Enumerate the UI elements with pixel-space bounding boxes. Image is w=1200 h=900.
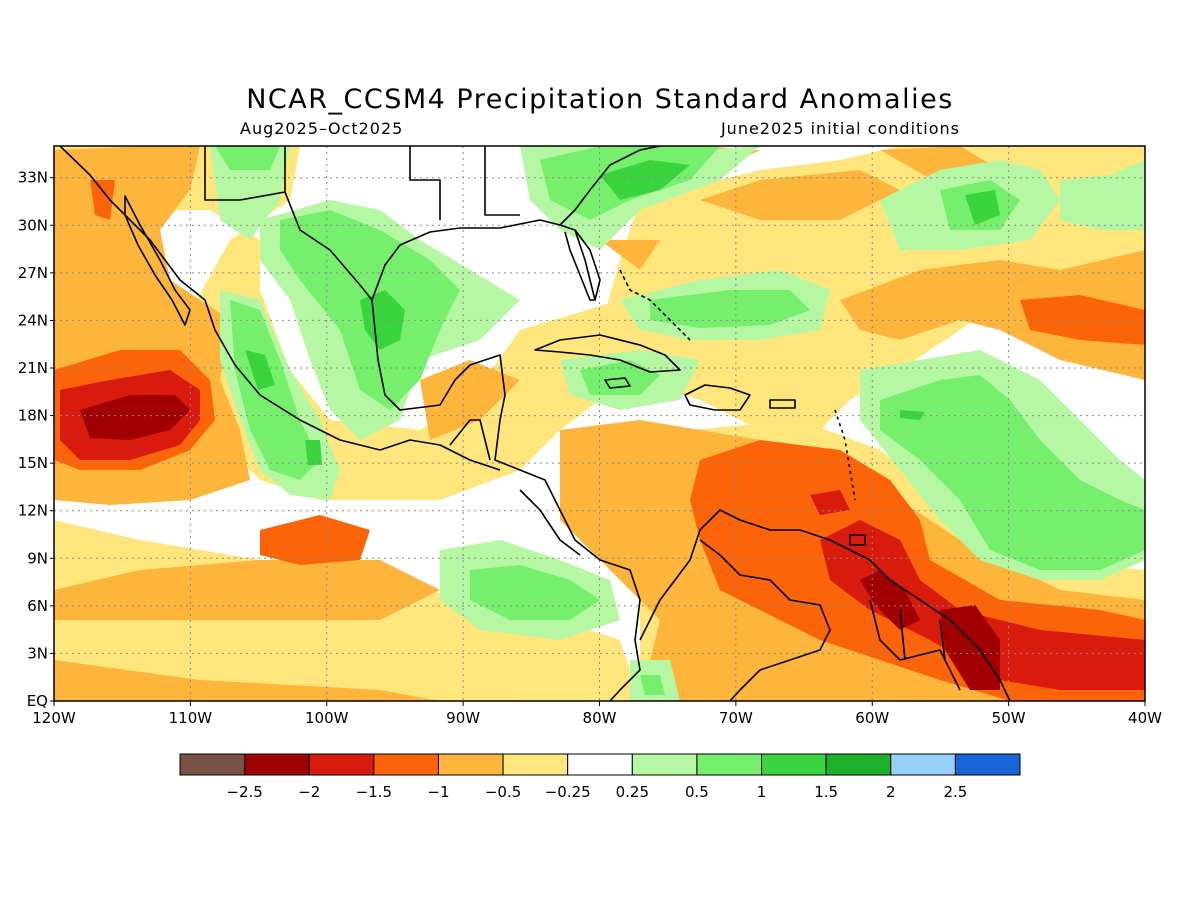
longitude-axis: 120W 110W 100W 90W 80W 70W 60W 50W 40W	[32, 701, 1162, 727]
legend-label: −0.25	[545, 783, 591, 801]
legend-swatch	[502, 753, 569, 776]
legend-label: 1	[757, 783, 767, 801]
lon-tick-label: 70W	[719, 709, 753, 727]
subtitle-initial-conditions: June2025 initial conditions	[720, 119, 960, 138]
legend-label: 1.5	[814, 783, 838, 801]
lon-tick-label: 40W	[1128, 709, 1162, 727]
coastlines-and-borders	[59, 146, 1011, 701]
legend-label: 0.25	[616, 783, 649, 801]
legend-swatch	[825, 753, 892, 776]
subtitle-period: Aug2025–Oct2025	[240, 119, 404, 138]
lon-tick-label: 110W	[169, 709, 213, 727]
latitude-axis: 33N 30N 27N 24N 21N 18N 15N 12N 9N 6N 3N EQ	[18, 169, 54, 710]
legend-swatch	[890, 753, 956, 776]
legend-label: −2	[298, 783, 320, 801]
lat-tick-label: 27N	[18, 264, 48, 282]
lat-tick-label: 9N	[27, 549, 48, 567]
lat-tick-label: 6N	[27, 597, 48, 615]
lon-tick-label: 100W	[305, 709, 349, 727]
lon-tick-label: 50W	[992, 709, 1026, 727]
lat-tick-label: 3N	[27, 644, 48, 662]
lat-tick-label: 18N	[18, 407, 48, 425]
legend-label: −1.5	[356, 783, 392, 801]
lat-tick-label: 21N	[18, 359, 48, 377]
legend-swatch	[179, 753, 246, 776]
legend-swatch	[437, 753, 504, 776]
legend-swatch	[954, 753, 1021, 776]
legend-label: 0.5	[685, 783, 709, 801]
dry-extreme-regions	[80, 395, 1000, 690]
lat-tick-label: 30N	[18, 216, 48, 234]
lat-tick-label: EQ	[27, 692, 48, 710]
legend-label: −2.5	[226, 783, 262, 801]
lat-tick-label: 33N	[18, 169, 48, 187]
legend-swatch	[631, 753, 698, 776]
lat-tick-label: 12N	[18, 502, 48, 520]
legend-swatch	[567, 753, 633, 776]
legend-label: 2	[886, 783, 896, 801]
lat-tick-label: 24N	[18, 311, 48, 329]
lon-tick-label: 80W	[583, 709, 617, 727]
wet-strong-regions	[245, 160, 1000, 465]
anomaly-field	[54, 146, 1145, 701]
lon-tick-label: 120W	[32, 709, 76, 727]
lon-tick-label: 60W	[855, 709, 889, 727]
legend-swatch	[308, 753, 375, 776]
legend-swatch	[696, 753, 763, 776]
legend-swatch	[761, 753, 827, 776]
legend-label: −1	[427, 783, 449, 801]
lon-tick-label: 90W	[446, 709, 480, 727]
legend-label: 2.5	[943, 783, 967, 801]
legend-swatch	[244, 753, 310, 776]
legend-swatch	[373, 753, 439, 776]
legend-label: −0.5	[485, 783, 521, 801]
chart-title: NCAR_CCSM4 Precipitation Standard Anomal…	[246, 84, 954, 115]
lat-tick-label: 15N	[18, 454, 48, 472]
gridlines	[54, 146, 1145, 701]
color-legend: −2.5 −2 −1.5 −1 −0.5 −0.25 0.25 0.5 1 1.5 2 2.5	[179, 753, 1021, 801]
